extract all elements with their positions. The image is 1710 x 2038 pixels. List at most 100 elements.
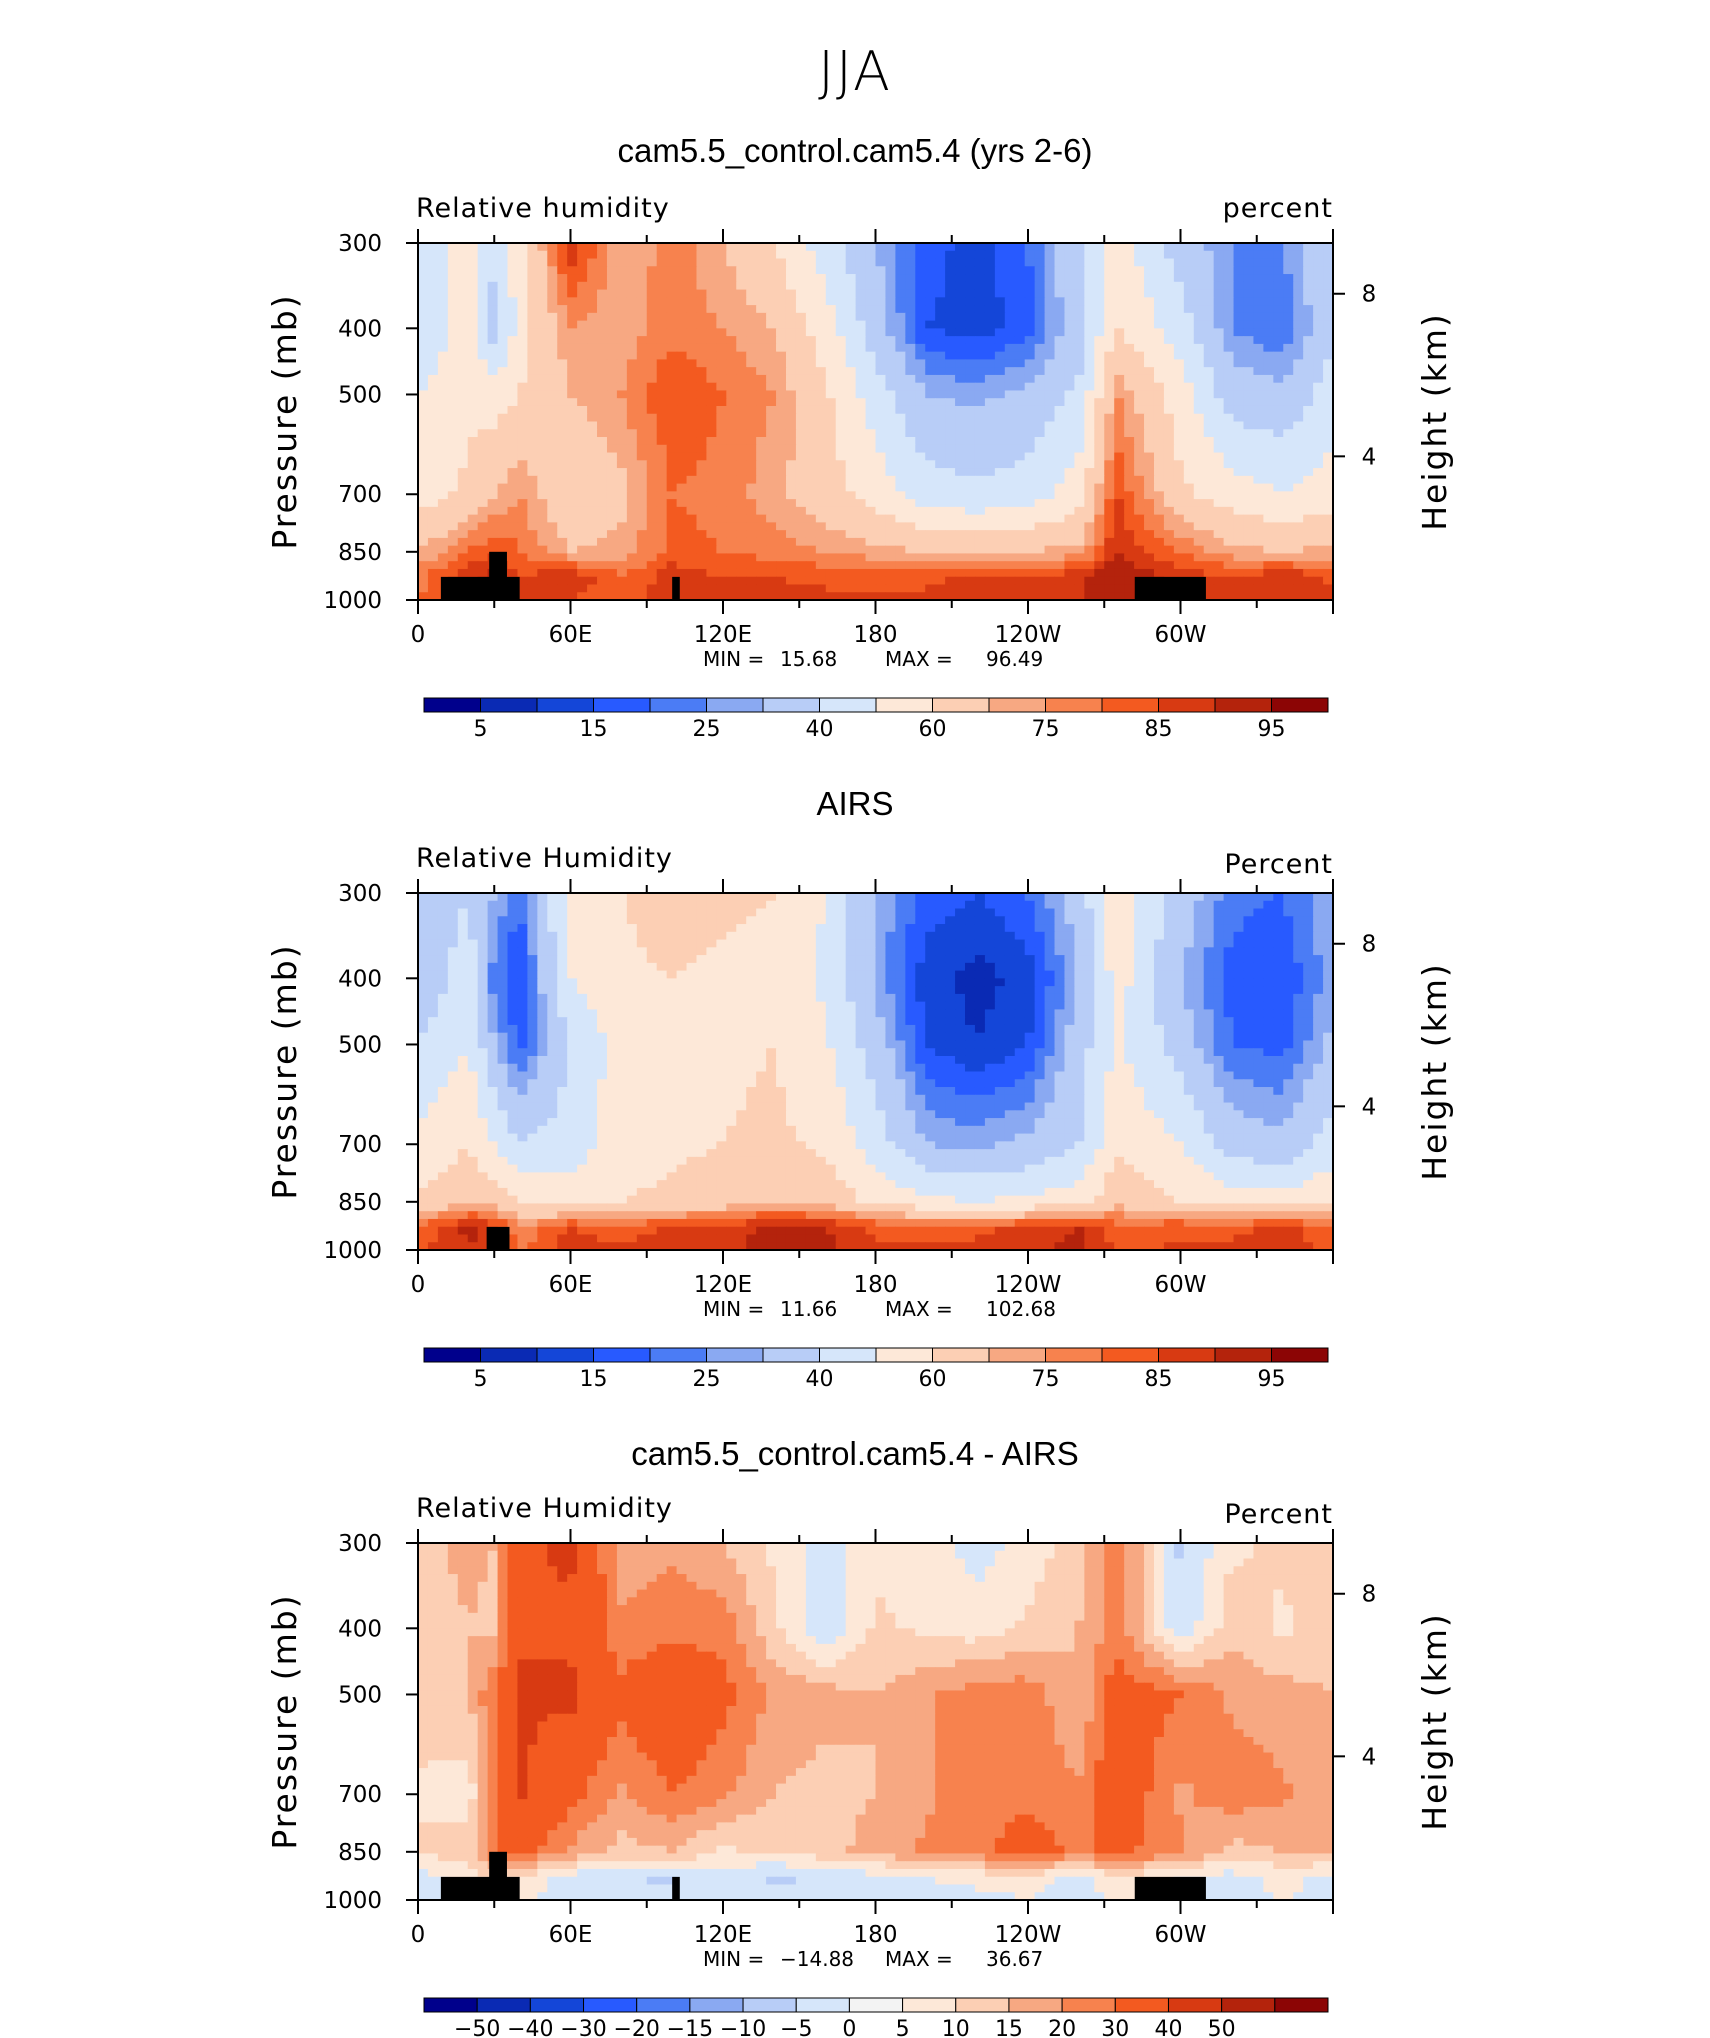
field-cell bbox=[955, 514, 966, 523]
field-cell bbox=[865, 429, 877, 438]
field-cell bbox=[1134, 491, 1145, 500]
field-cell bbox=[418, 437, 429, 446]
field-cell bbox=[1153, 931, 1165, 941]
field-cell bbox=[805, 530, 817, 539]
field-cell bbox=[567, 444, 578, 454]
field-cell bbox=[1293, 584, 1304, 593]
field-cell bbox=[1253, 390, 1264, 399]
field-cell bbox=[497, 475, 509, 485]
field-cell bbox=[467, 258, 479, 267]
field-cell bbox=[1024, 939, 1036, 948]
field-cell bbox=[567, 390, 578, 399]
field-cell bbox=[795, 561, 807, 570]
field-cell bbox=[656, 499, 668, 508]
field-cell bbox=[686, 444, 698, 454]
field-cell bbox=[1094, 421, 1105, 430]
field-cell bbox=[1064, 506, 1076, 516]
field-cell bbox=[1253, 405, 1264, 415]
field-cell bbox=[497, 243, 509, 252]
field-cell bbox=[795, 916, 807, 925]
field-cell bbox=[626, 460, 638, 469]
field-cell bbox=[706, 939, 717, 948]
field-cell bbox=[467, 452, 479, 461]
field-cell bbox=[776, 522, 787, 531]
field-cell bbox=[656, 468, 668, 477]
field-cell bbox=[994, 398, 1006, 407]
field-cell bbox=[487, 359, 499, 368]
field-cell bbox=[1253, 530, 1264, 539]
field-cell bbox=[825, 243, 837, 252]
field-cell bbox=[477, 405, 489, 415]
field-cell bbox=[418, 553, 429, 562]
field-cell bbox=[437, 514, 449, 523]
field-cell bbox=[626, 258, 638, 267]
field-cell bbox=[1323, 444, 1334, 454]
field-cell bbox=[935, 281, 946, 291]
field-cell bbox=[766, 893, 777, 902]
field-cell bbox=[925, 924, 936, 933]
field-cell bbox=[965, 382, 976, 392]
field-cell bbox=[776, 336, 787, 345]
field-cell bbox=[965, 537, 976, 547]
field-cell bbox=[1163, 429, 1175, 438]
field-cell bbox=[974, 506, 986, 516]
field-cell bbox=[885, 374, 896, 384]
field-cell bbox=[805, 429, 817, 438]
field-cell bbox=[418, 452, 429, 461]
field-cell bbox=[945, 398, 956, 407]
field-cell bbox=[1273, 320, 1284, 329]
field-cell bbox=[895, 537, 906, 547]
field-cell bbox=[418, 568, 429, 578]
field-cell bbox=[1303, 924, 1314, 933]
field-cell bbox=[1004, 289, 1016, 298]
field-cell bbox=[1004, 405, 1016, 415]
field-cell bbox=[567, 553, 578, 562]
field-cell bbox=[537, 499, 548, 508]
field-cell bbox=[935, 413, 946, 423]
field-cell bbox=[467, 553, 479, 562]
field-cell bbox=[915, 499, 926, 508]
field-cell bbox=[567, 405, 578, 415]
field-cell bbox=[646, 281, 658, 291]
field-cell bbox=[1163, 522, 1175, 531]
field-cell bbox=[1183, 561, 1195, 570]
field-cell bbox=[1273, 893, 1284, 902]
field-cell bbox=[686, 468, 698, 477]
field-cell bbox=[517, 374, 529, 384]
field-cell bbox=[567, 491, 578, 500]
field-cell bbox=[557, 491, 568, 500]
field-cell bbox=[467, 398, 479, 407]
field-cell bbox=[1203, 460, 1215, 469]
field-cell bbox=[974, 274, 986, 283]
field-cell bbox=[895, 468, 906, 477]
field-cell bbox=[676, 483, 688, 492]
field-cell bbox=[915, 568, 926, 578]
field-cell bbox=[557, 947, 568, 956]
field-cell bbox=[895, 336, 906, 345]
field-cell bbox=[815, 893, 827, 902]
field-cell bbox=[994, 444, 1006, 454]
field-cell bbox=[646, 320, 658, 329]
field-cell bbox=[935, 893, 946, 902]
field-cell bbox=[905, 893, 916, 902]
field-cell bbox=[1303, 343, 1314, 353]
field-cell bbox=[1293, 413, 1304, 423]
field-cell bbox=[606, 452, 618, 461]
field-cell bbox=[955, 421, 966, 430]
field-cell bbox=[1104, 390, 1115, 399]
field-cell bbox=[776, 250, 787, 260]
field-cell bbox=[636, 398, 648, 407]
field-cell bbox=[1144, 312, 1155, 322]
field-cell bbox=[825, 924, 837, 933]
field-cell bbox=[865, 336, 877, 345]
field-cell bbox=[1303, 460, 1314, 469]
field-cell bbox=[756, 483, 767, 492]
field-cell bbox=[925, 568, 936, 578]
field-cell bbox=[1114, 491, 1125, 500]
field-cell bbox=[1004, 592, 1016, 601]
field-cell bbox=[1233, 274, 1245, 283]
field-cell bbox=[636, 908, 648, 917]
field-cell bbox=[1233, 413, 1245, 423]
field-cell bbox=[1094, 328, 1105, 337]
field-cell bbox=[676, 336, 688, 345]
